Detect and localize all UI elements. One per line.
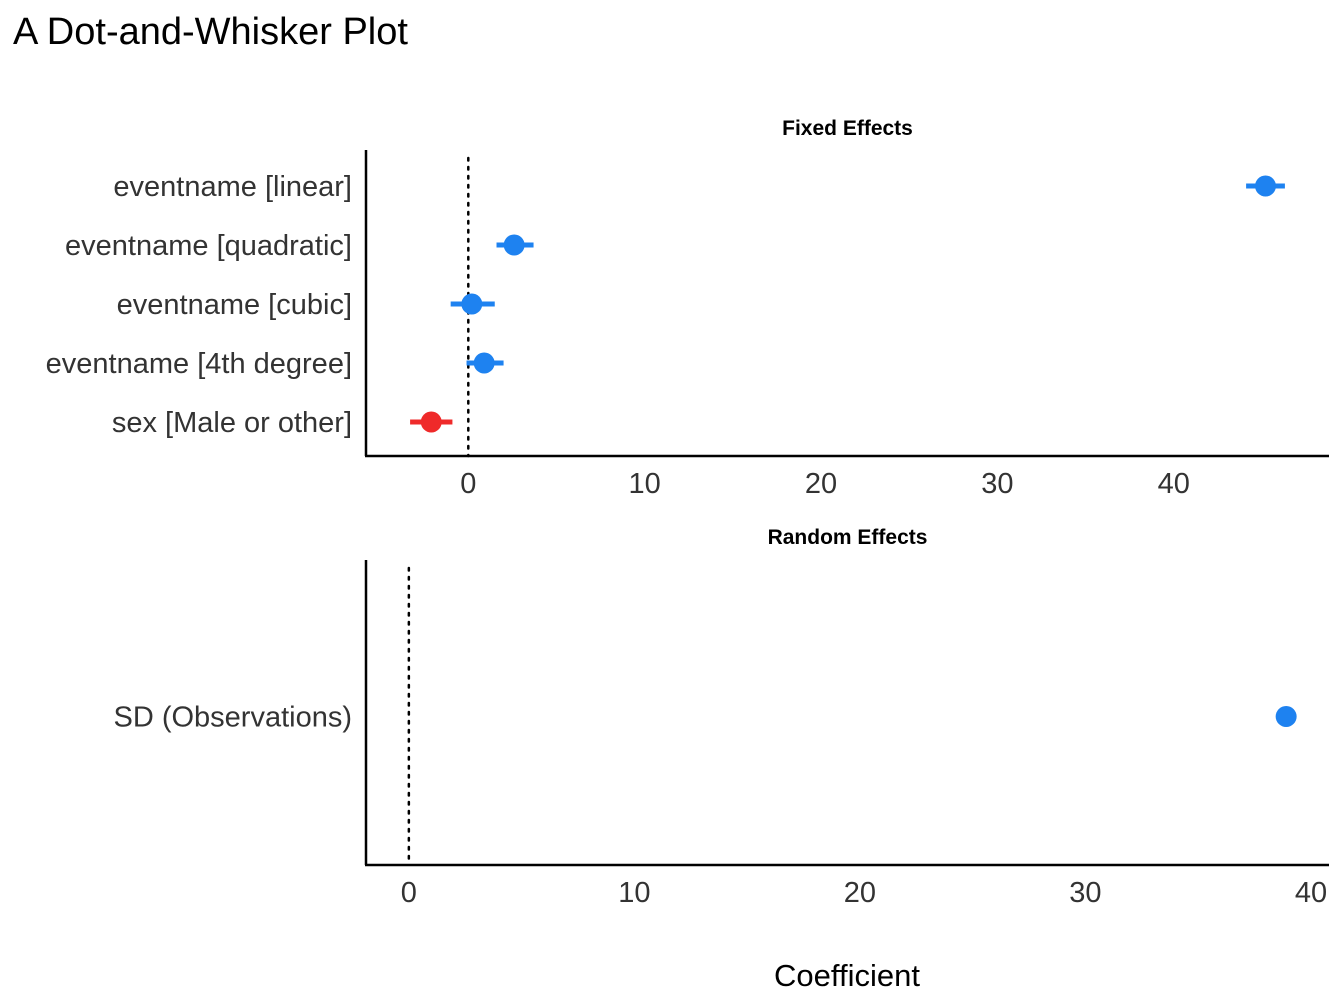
panel-0: Fixed Effects 0 10 20 30 40 eventname [linear]… — [46, 117, 1329, 500]
panel-1: Random Effects 0 10 20 30 40 SD (Observations) — [113, 526, 1329, 909]
panels-group: Fixed Effects 0 10 20 30 40 eventname [linear]… — [46, 117, 1329, 909]
estimate-dot — [461, 293, 483, 315]
estimate-dot — [1275, 706, 1297, 727]
y-term-label: eventname [linear] — [113, 171, 352, 203]
facet-label: Fixed Effects — [782, 117, 913, 140]
x-tick-label: 20 — [805, 468, 837, 500]
x-tick-label: 40 — [1158, 468, 1190, 500]
estimate-dot — [503, 234, 525, 256]
x-tick-label: 10 — [618, 877, 650, 909]
x-tick-label: 10 — [629, 468, 661, 500]
x-tick-label: 20 — [844, 877, 876, 909]
y-term-label: eventname [quadratic] — [65, 230, 352, 262]
estimate-dot — [1255, 175, 1277, 197]
x-tick-label: 0 — [460, 468, 476, 500]
x-tick-label: 0 — [401, 877, 417, 909]
facet-label: Random Effects — [768, 526, 928, 549]
x-tick-label: 30 — [981, 468, 1013, 500]
x-tick-label: 30 — [1069, 877, 1101, 909]
y-term-label: SD (Observations) — [113, 702, 352, 734]
x-axis-title: Coefficient — [774, 958, 920, 993]
x-tick-label: 40 — [1295, 877, 1327, 909]
y-term-label: eventname [cubic] — [117, 289, 352, 321]
y-term-label: eventname [4th degree] — [46, 348, 352, 380]
chart-title: A Dot-and-Whisker Plot — [13, 11, 408, 53]
y-term-label: sex [Male or other] — [112, 407, 352, 439]
estimate-dot — [420, 411, 442, 433]
estimate-dot — [473, 352, 495, 374]
